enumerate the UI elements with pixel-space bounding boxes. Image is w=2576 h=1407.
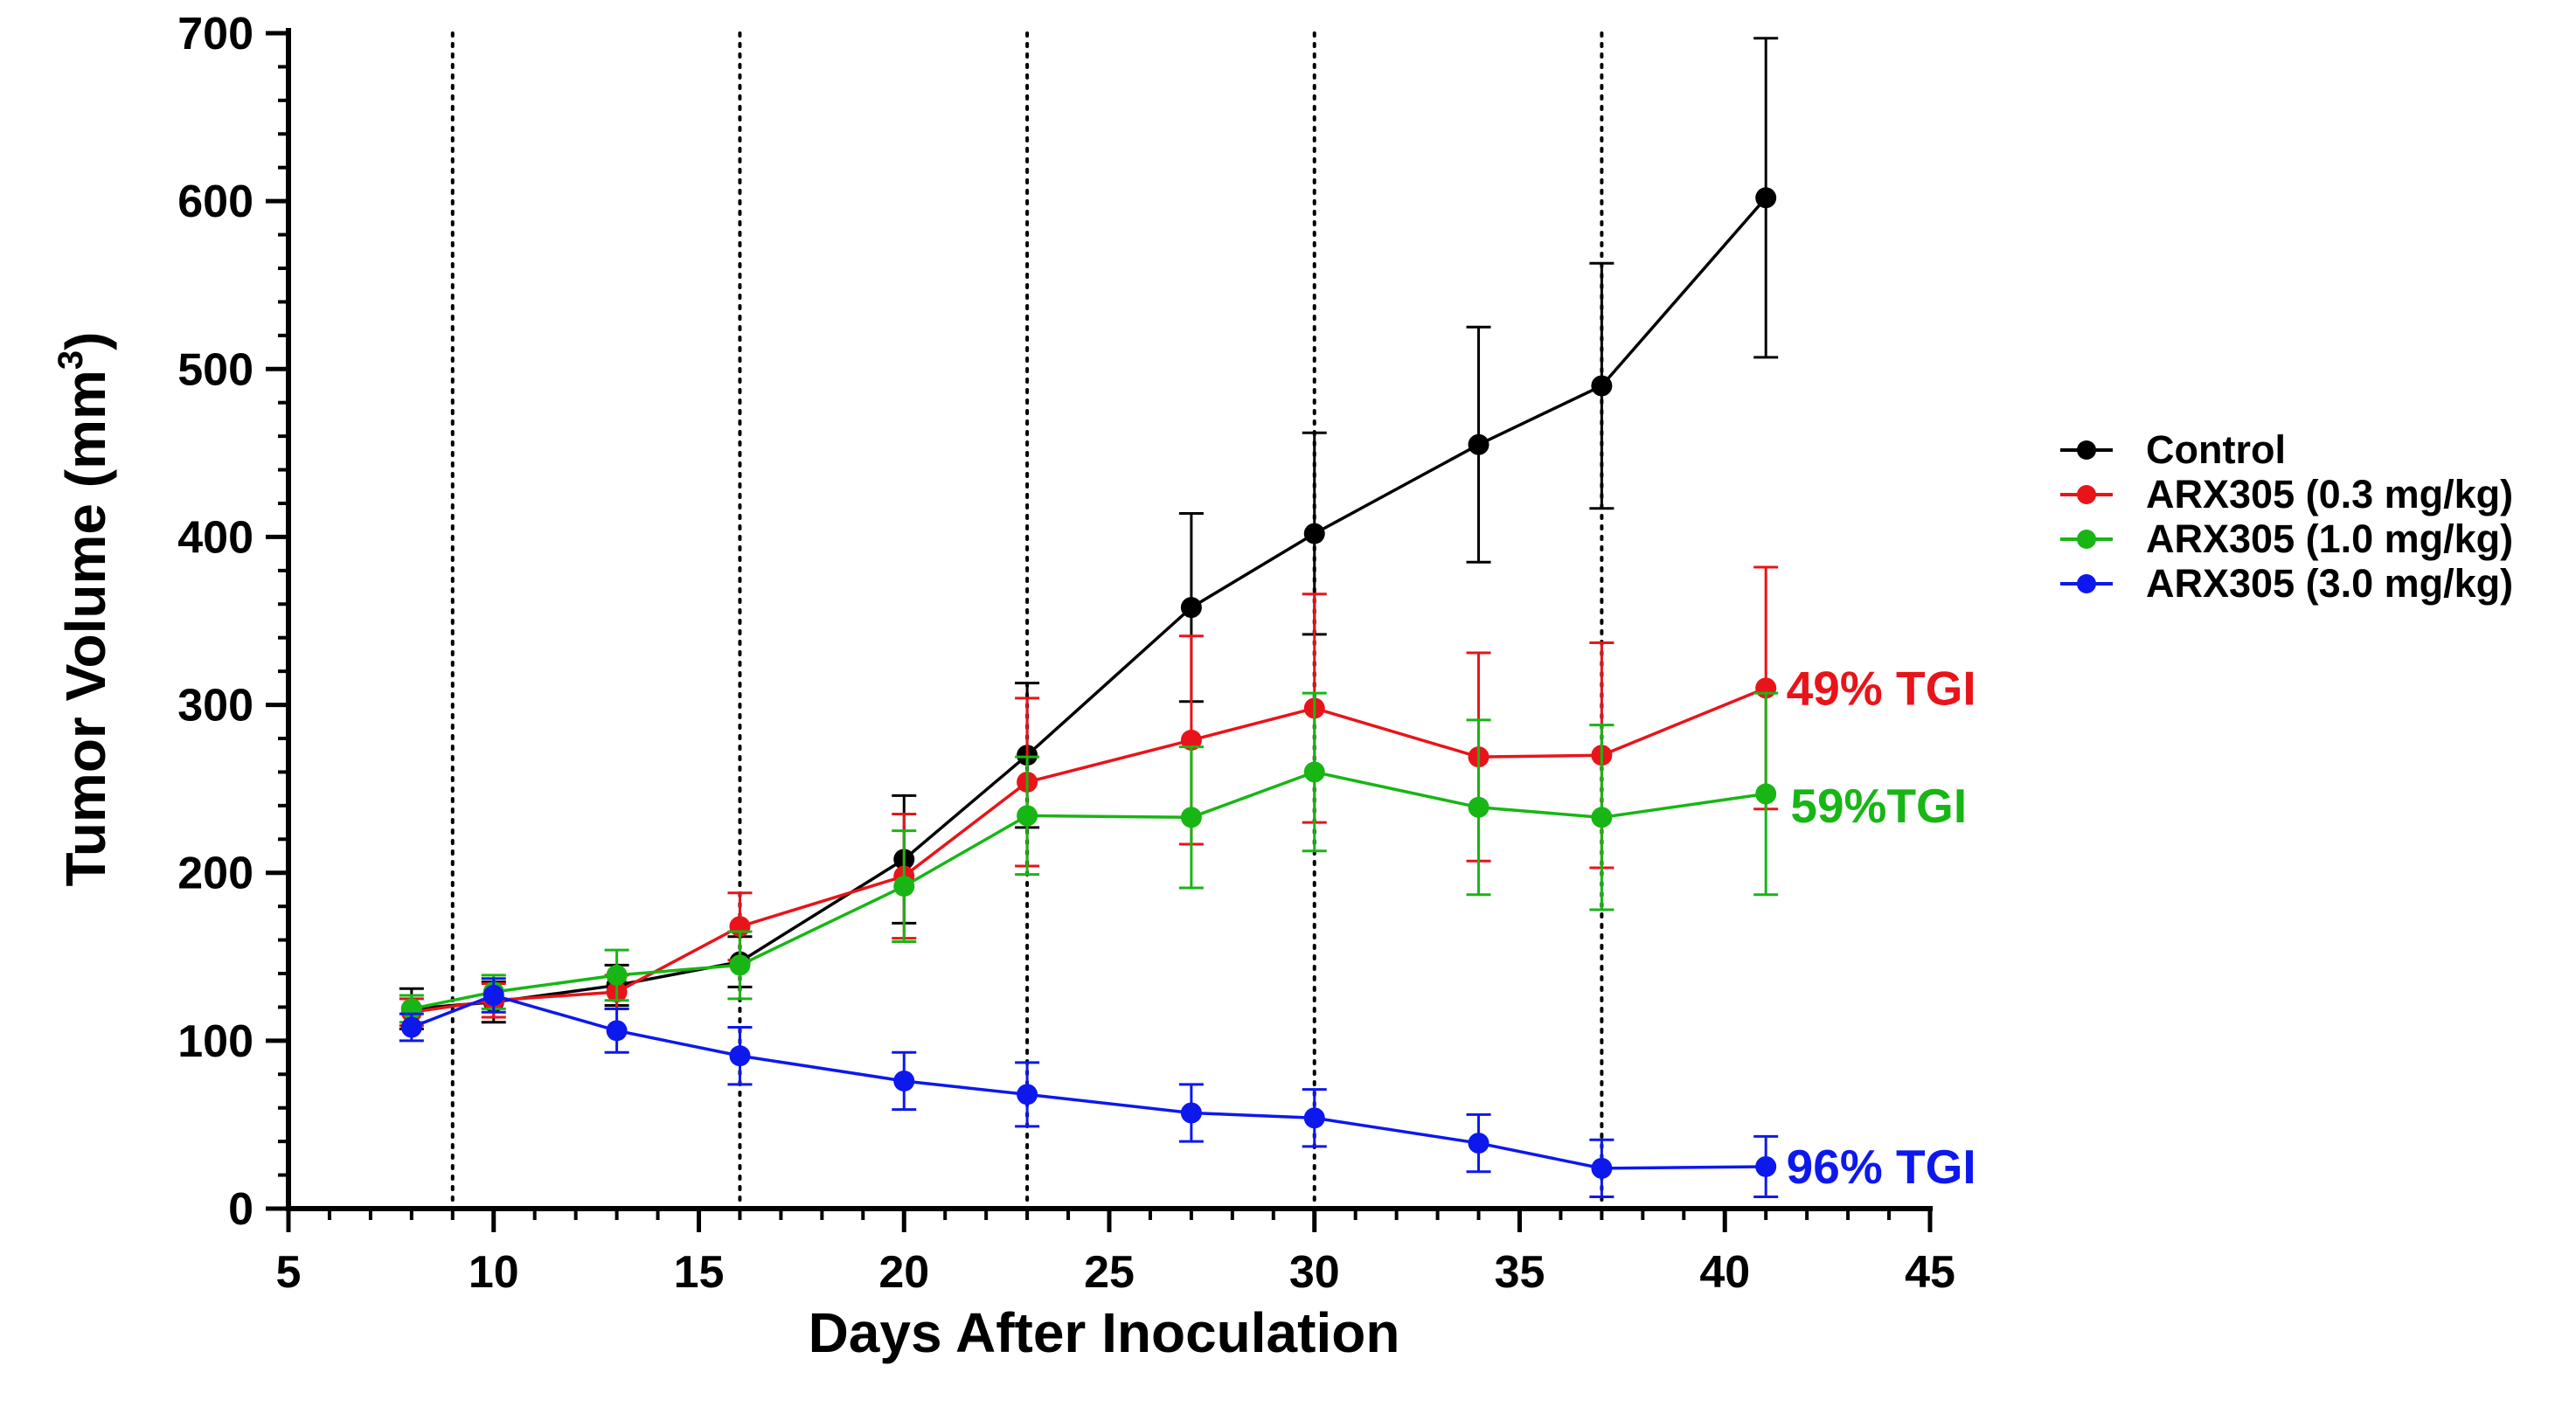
- data-point: [400, 1016, 422, 1038]
- data-point: [1303, 1107, 1325, 1129]
- x-tick-label: 35: [1495, 1247, 1545, 1298]
- data-series: [399, 37, 1779, 1199]
- data-point: [1303, 523, 1325, 544]
- data-point: [606, 1020, 628, 1042]
- tgi-annotation: 96% TGI: [1787, 1140, 1976, 1194]
- series-line: [411, 686, 1767, 1014]
- tgi-annotation: 49% TGI: [1787, 661, 1976, 715]
- y-tick-label: 100: [177, 1016, 253, 1067]
- legend-marker: [2077, 574, 2096, 593]
- legend-item: ARX305 (1.0 mg/kg): [2060, 516, 2513, 561]
- series-2: [399, 691, 1779, 1024]
- y-axis-title-superscript: 3: [52, 350, 90, 370]
- data-point: [1180, 807, 1202, 828]
- data-point: [893, 1070, 915, 1092]
- data-point: [1017, 1084, 1038, 1106]
- legend-item: Control: [2060, 427, 2286, 472]
- data-point: [729, 1045, 751, 1067]
- data-point: [1303, 761, 1325, 783]
- data-point: [1468, 1133, 1489, 1154]
- data-point: [1180, 1102, 1202, 1124]
- tgi-annotation: 59%TGI: [1790, 779, 1967, 833]
- y-tick-label: 700: [177, 9, 253, 59]
- legend-marker: [2077, 485, 2096, 504]
- data-point: [1755, 1155, 1777, 1177]
- data-point: [1468, 796, 1489, 818]
- x-axis-title: Days After Inoculation: [809, 1301, 1400, 1364]
- y-axis-title-close: ): [54, 332, 117, 350]
- y-axis-title-main: Tumor Volume (mm: [54, 370, 117, 886]
- data-point: [1468, 433, 1489, 455]
- legend-label: Control: [2146, 427, 2286, 472]
- series-3: [399, 977, 1779, 1199]
- x-tick-label: 45: [1905, 1247, 1955, 1298]
- y-tick-label: 400: [177, 512, 253, 563]
- data-point: [729, 954, 751, 976]
- x-tick-label: 20: [878, 1247, 929, 1298]
- x-tick-label: 30: [1289, 1247, 1340, 1298]
- data-point: [1755, 783, 1777, 805]
- data-point: [1180, 597, 1202, 619]
- legend-label: ARX305 (1.0 mg/kg): [2146, 516, 2513, 561]
- legend-label: ARX305 (0.3 mg/kg): [2146, 472, 2513, 516]
- y-tick-label: 0: [228, 1184, 253, 1235]
- series-line: [411, 197, 1767, 1011]
- x-tick-label: 5: [276, 1247, 302, 1298]
- data-point: [893, 876, 915, 898]
- x-tick-label: 15: [674, 1247, 725, 1298]
- data-point: [1591, 1157, 1613, 1179]
- x-tick-label: 25: [1084, 1247, 1135, 1298]
- y-tick-label: 600: [177, 177, 253, 227]
- data-point: [1180, 729, 1202, 751]
- x-tick-label: 40: [1699, 1247, 1750, 1298]
- data-point: [1755, 187, 1777, 209]
- data-point: [606, 964, 628, 986]
- legend-item: ARX305 (3.0 mg/kg): [2060, 561, 2513, 606]
- y-tick-label: 200: [177, 849, 253, 899]
- y-tick-label: 500: [177, 344, 253, 395]
- legend-marker: [2077, 530, 2096, 549]
- series-0: [399, 37, 1779, 1030]
- axes: 0 100 200 300 400 500 600 700 5 10 15 20 25 30 35 40 45: [177, 9, 1955, 1298]
- x-tick-label: 10: [469, 1247, 519, 1298]
- data-point: [1591, 375, 1613, 397]
- legend-item: ARX305 (0.3 mg/kg): [2060, 472, 2513, 516]
- y-axis-title: Tumor Volume (mm3): [52, 332, 117, 887]
- tgi-annotations: 49% TGI 59%TGI 96% TGI: [1787, 661, 1976, 1194]
- series-1: [399, 565, 1779, 1028]
- y-tick-label: 300: [177, 681, 253, 731]
- data-point: [1017, 805, 1038, 827]
- legend-marker: [2077, 440, 2096, 460]
- data-point: [483, 984, 504, 1006]
- legend-label: ARX305 (3.0 mg/kg): [2146, 561, 2513, 606]
- data-point: [1591, 807, 1613, 828]
